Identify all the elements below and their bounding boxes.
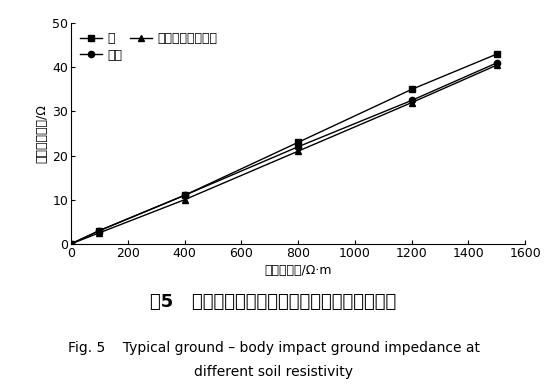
Y-axis label: 冲击接地阻抗/Ω: 冲击接地阻抗/Ω [35,104,48,163]
圆锂 [295,144,301,149]
石墨复合接地材料 [96,231,103,235]
銅 [295,140,301,145]
銅 [96,228,103,233]
Line: 石墨复合接地材料: 石墨复合接地材料 [68,62,500,247]
Text: 图5   不同土壤电阻率下典型接地体冲击接地阻抗: 图5 不同土壤电阻率下典型接地体冲击接地阻抗 [150,293,397,311]
Line: 銅: 銅 [68,51,500,247]
圆锂 [493,61,500,65]
石墨复合接地材料 [295,149,301,154]
銅 [493,52,500,57]
石墨复合接地材料 [182,197,188,202]
石墨复合接地材料 [68,241,74,246]
Text: different soil resistivity: different soil resistivity [194,365,353,378]
銅 [68,241,74,246]
銅 [182,193,188,198]
圆锂 [68,241,74,246]
Legend: 銅, 圆锂, 石墨复合接地材料: 銅, 圆锂, 石墨复合接地材料 [77,29,220,64]
圆锂 [96,228,103,233]
石墨复合接地材料 [408,100,415,105]
銅 [408,87,415,92]
石墨复合接地材料 [493,63,500,67]
圆锂 [182,193,188,198]
Line: 圆锂: 圆锂 [68,60,500,247]
圆锂 [408,98,415,103]
Text: Fig. 5    Typical ground – body impact ground impedance at: Fig. 5 Typical ground – body impact grou… [67,341,480,355]
X-axis label: 土壤电阻率/Ω·m: 土壤电阻率/Ω·m [264,264,332,277]
